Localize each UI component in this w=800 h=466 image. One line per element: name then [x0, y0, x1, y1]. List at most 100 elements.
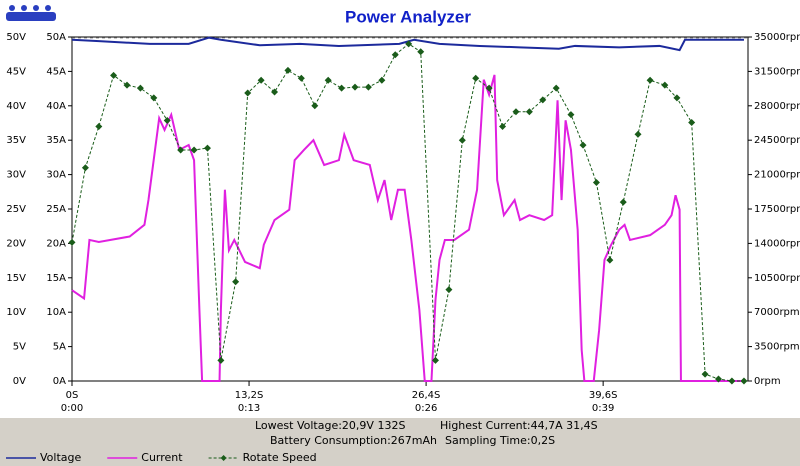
series-marker	[271, 88, 279, 96]
series-marker	[405, 40, 413, 48]
x-time-label: 0:39	[592, 403, 614, 414]
series-marker	[150, 94, 158, 102]
series-marker	[324, 76, 332, 84]
y2-tick-label: 35000rpm	[754, 32, 800, 43]
series-marker	[714, 375, 722, 383]
x-tick-label: 39,6S	[589, 390, 618, 401]
y-tick-label: 5V	[13, 342, 26, 353]
series-marker	[203, 144, 211, 152]
series-marker	[284, 66, 292, 74]
series-marker	[606, 256, 614, 264]
y-current-tick-label: 0A	[53, 376, 66, 387]
y-current-tick-label: 20A	[46, 238, 66, 249]
y-current-tick-label: 45A	[46, 66, 66, 77]
series-marker	[177, 146, 185, 154]
series-marker	[244, 89, 252, 97]
y-current-tick-label: 5A	[53, 342, 66, 353]
series-marker	[95, 122, 103, 130]
y2-tick-label: 3500rpm	[754, 342, 800, 353]
series-marker	[619, 198, 627, 206]
series-marker	[232, 278, 240, 286]
chart-panel	[0, 0, 800, 418]
y-current-tick-label: 40A	[46, 101, 66, 112]
series-marker	[634, 130, 642, 138]
series-marker	[297, 74, 305, 82]
series-marker	[740, 377, 748, 385]
y2-tick-label: 21000rpm	[754, 170, 800, 181]
y-tick-label: 50V	[6, 32, 26, 43]
legend-label: Voltage	[40, 451, 81, 464]
stat-text: Battery Consumption:267mAh	[270, 434, 437, 447]
series-marker	[431, 356, 439, 364]
series-marker	[68, 238, 76, 246]
y2-tick-label: 10500rpm	[754, 273, 800, 284]
x-time-label: 0:13	[238, 403, 260, 414]
y-tick-label: 15V	[6, 273, 26, 284]
y-current-tick-label: 35A	[46, 135, 66, 146]
series-marker	[512, 108, 520, 116]
legend-label: Rotate Speed	[243, 451, 317, 464]
series-marker	[110, 71, 118, 79]
y-current-tick-label: 50A	[46, 32, 66, 43]
series-marker	[217, 356, 225, 364]
logo	[6, 5, 56, 21]
series-marker	[445, 286, 453, 294]
series-marker	[499, 122, 507, 130]
series-marker	[136, 84, 144, 92]
series-marker	[338, 84, 346, 92]
y-tick-label: 10V	[6, 307, 26, 318]
y2-tick-label: 7000rpm	[754, 307, 800, 318]
y2-tick-label: 0rpm	[754, 376, 781, 387]
y-current-tick-label: 25A	[46, 204, 66, 215]
series-marker	[257, 76, 265, 84]
y2-tick-label: 24500rpm	[754, 135, 800, 146]
series-marker	[364, 83, 372, 91]
series-marker	[539, 96, 547, 104]
series-marker	[567, 111, 575, 119]
series-marker	[311, 102, 319, 110]
y-tick-label: 45V	[6, 66, 26, 77]
y-tick-label: 30V	[6, 170, 26, 181]
series-marker	[163, 117, 171, 125]
series-marker	[378, 76, 386, 84]
x-time-label: 0:26	[415, 403, 437, 414]
y-current-tick-label: 30A	[46, 170, 66, 181]
series-marker	[190, 146, 198, 154]
series-marker	[351, 83, 359, 91]
y-tick-label: 35V	[6, 135, 26, 146]
series-marker	[458, 136, 466, 144]
x-time-label: 0:00	[61, 403, 83, 414]
y2-tick-label: 31500rpm	[754, 66, 800, 77]
series-marker	[472, 74, 480, 82]
series-marker	[81, 164, 89, 172]
series-marker	[391, 51, 399, 59]
chart-title: Power Analyzer	[345, 7, 471, 26]
y2-tick-label: 14000rpm	[754, 238, 800, 249]
y-current-tick-label: 15A	[46, 273, 66, 284]
series-marker	[646, 76, 654, 84]
y2-tick-label: 17500rpm	[754, 204, 800, 215]
legend-label: Current	[141, 451, 183, 464]
stat-text: Sampling Time:0,2S	[445, 434, 555, 447]
stat-text: Highest Current:44,7A 31,4S	[440, 419, 598, 432]
series-marker	[552, 84, 560, 92]
series-line	[71, 36, 744, 52]
y2-tick-label: 28000rpm	[754, 101, 800, 112]
series-marker	[728, 377, 736, 385]
series-marker	[673, 94, 681, 102]
y-tick-label: 20V	[6, 238, 26, 249]
series-marker	[525, 108, 533, 116]
series-marker	[417, 48, 425, 56]
y-current-tick-label: 10A	[46, 307, 66, 318]
series-marker	[579, 141, 587, 149]
x-tick-label: 13,2S	[235, 390, 264, 401]
y-tick-label: 0V	[13, 376, 26, 387]
stat-text: Lowest Voltage:20,9V 132S	[255, 419, 405, 432]
y-tick-label: 25V	[6, 204, 26, 215]
legend-marker	[220, 455, 227, 461]
x-tick-label: 26,4S	[412, 390, 441, 401]
y-tick-label: 40V	[6, 101, 26, 112]
series-line	[71, 74, 744, 382]
